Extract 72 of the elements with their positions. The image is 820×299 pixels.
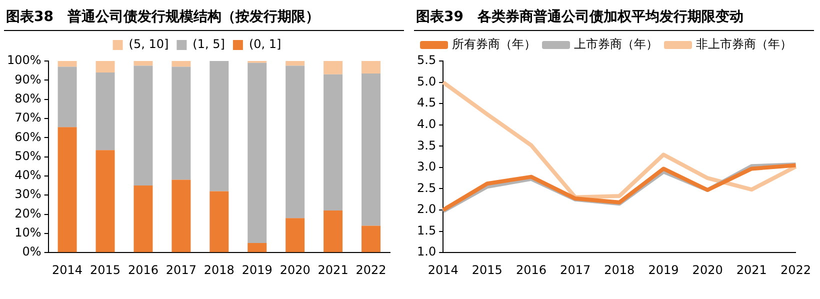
bar [134,61,153,66]
bar [210,191,229,252]
y-tick-label: 1.5 [416,223,436,238]
y-tick-label: 4.5 [416,96,436,110]
chart-title: 图表38 普通公司债发行规模结构（按发行期限） [4,6,404,31]
x-tick-label: 2018 [604,262,635,277]
x-tick-label: 2017 [166,262,196,277]
x-tick-label: 2016 [516,262,547,277]
x-tick-label: 2019 [648,262,679,277]
y-tick-label: 3.5 [416,138,436,152]
y-tick-label: 60% [14,130,42,144]
bar [286,66,305,218]
bar [96,72,115,150]
x-tick-label: 2016 [128,262,158,277]
y-tick-label: 2.5 [416,180,436,195]
bar [172,61,191,67]
y-tick-label: 20% [14,206,42,220]
bar [58,127,77,252]
y-tick-label: 0% [22,244,42,259]
y-tick-label: 30% [14,187,42,202]
x-tick-label: 2014 [428,262,458,277]
bar [286,218,305,252]
bar [58,61,77,67]
bar [286,61,305,66]
bar [210,61,229,192]
x-tick-label: 2020 [692,262,723,277]
bar [362,61,381,74]
y-tick-label: 5.0 [416,74,436,88]
x-tick-label: 2018 [204,262,234,277]
y-tick-label: 1.0 [416,244,436,259]
y-tick-label: 50% [14,148,42,163]
x-tick-label: 2022 [356,262,386,277]
bar [134,186,153,252]
bar [96,61,115,72]
bar [324,210,343,252]
legend-label: 所有券商（年） [452,37,536,52]
y-tick-label: 90% [14,72,42,86]
bar [58,66,77,128]
legend-label: 上市券商（年） [574,37,658,52]
y-tick-label: 70% [14,110,42,125]
x-tick-label: 2017 [560,262,591,277]
x-tick-label: 2021 [736,262,767,277]
x-tick-label: 2020 [280,262,310,277]
x-tick-label: 2014 [52,262,83,277]
x-tick-label: 2022 [780,262,812,277]
chart-title: 图表39 各类券商普通公司债加权平均发行期限变动 [414,6,814,31]
bar [362,73,381,226]
legend-label: (0, 1] [248,37,282,52]
bar [134,66,153,186]
y-tick-label: 80% [14,91,42,106]
y-tick-label: 10% [14,226,42,240]
y-tick-label: 3.0 [416,160,436,174]
x-tick-label: 2015 [90,262,121,277]
x-tick-label: 2021 [318,262,348,277]
bar [248,243,267,252]
y-tick-label: 100% [6,53,42,68]
x-tick-label: 2015 [472,262,502,277]
y-tick-label: 5.5 [416,53,436,68]
bar [324,61,343,74]
bar [172,180,191,252]
x-tick-label: 2019 [242,262,272,277]
legend-label: (1, 5] [192,37,225,52]
legend-label: (5, 10] [128,37,169,52]
y-tick-label: 2.0 [416,202,436,216]
y-tick-label: 4.0 [416,116,436,131]
bar [362,226,381,252]
legend-label: 非上市券商（年） [696,37,792,52]
bar [248,62,267,244]
bar [324,74,343,210]
y-tick-label: 40% [14,168,42,182]
bar [172,66,191,180]
bar [96,150,115,252]
